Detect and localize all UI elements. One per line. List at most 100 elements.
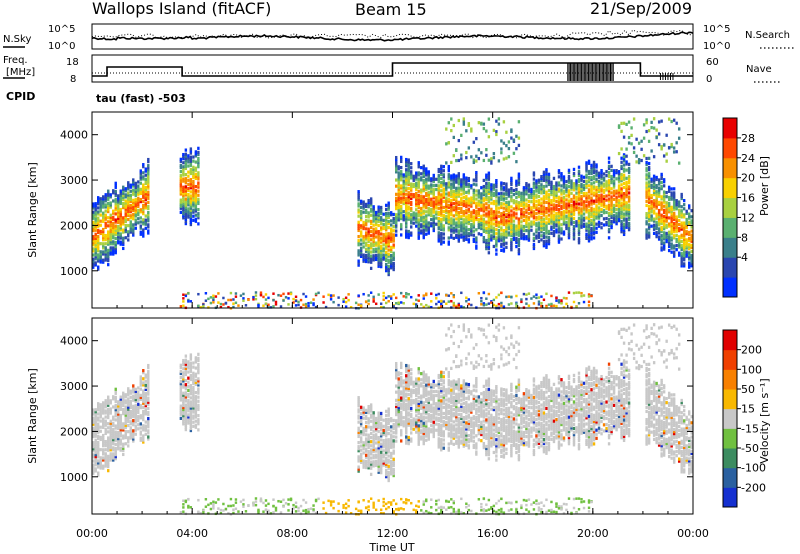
- power-cell: [530, 222, 533, 226]
- power-cell: [445, 200, 448, 204]
- power-cell: [197, 181, 200, 185]
- power-cell: [495, 205, 498, 209]
- power-cell: [367, 247, 370, 252]
- power-cell: [610, 187, 613, 191]
- power-cell: [420, 200, 423, 204]
- power-cell: [675, 248, 678, 252]
- velocity-cell: [129, 416, 132, 420]
- velocity-cell: [132, 421, 135, 425]
- velocity-cell: [94, 434, 97, 438]
- power-cell: [134, 185, 137, 190]
- power-cell: [532, 181, 536, 185]
- power-cell: [124, 230, 127, 234]
- power-cell: [607, 217, 611, 222]
- power-cell: [437, 227, 440, 231]
- power-cell: [440, 201, 443, 205]
- power-cell: [450, 217, 453, 221]
- power-cell: [372, 297, 375, 301]
- power-cell: [407, 229, 410, 234]
- power-cell: [127, 211, 130, 216]
- velocity-cell: [189, 402, 193, 406]
- power-cell: [450, 213, 453, 217]
- power-cell: [675, 217, 678, 221]
- power-cell: [490, 191, 493, 195]
- power-cell: [384, 262, 388, 267]
- power-cell: [572, 186, 576, 190]
- power-cell: [99, 254, 102, 258]
- velocity-cell: [114, 387, 117, 391]
- power-cell: [182, 204, 185, 208]
- power-cell: [535, 183, 538, 187]
- velocity-cell: [117, 406, 120, 410]
- power-cell: [552, 221, 556, 225]
- power-cell: [405, 215, 408, 219]
- velocity-cell: [147, 392, 150, 396]
- power-cell: [642, 123, 646, 127]
- power-cell: [487, 245, 491, 249]
- power-cell: [447, 213, 450, 218]
- power-cell: [144, 202, 147, 206]
- power-cell: [610, 199, 613, 203]
- power-cell: [580, 203, 583, 207]
- power-cell: [377, 230, 380, 234]
- power-cell: [507, 212, 511, 217]
- velocity-cell: [117, 430, 120, 435]
- velocity-cell: [189, 365, 193, 369]
- power-cell: [647, 219, 651, 223]
- power-cell: [497, 293, 501, 297]
- power-cell: [372, 211, 375, 215]
- power-cell: [687, 204, 691, 208]
- power-cell: [97, 249, 100, 253]
- power-cell: [487, 218, 491, 222]
- power-cell: [107, 230, 110, 234]
- power-cell: [557, 199, 561, 203]
- beam-title: Beam 15: [355, 0, 427, 19]
- power-cell: [645, 214, 648, 218]
- velocity-cell: [114, 410, 117, 414]
- power-cell: [442, 189, 445, 193]
- power-cell: [117, 208, 120, 212]
- power-cell: [452, 195, 455, 200]
- power-cell: [550, 215, 553, 219]
- power-cell: [432, 194, 435, 198]
- power-cell: [495, 195, 498, 199]
- power-cell: [587, 214, 591, 218]
- power-cell: [567, 168, 571, 172]
- power-cell: [427, 184, 430, 188]
- power-cell: [144, 191, 147, 196]
- power-cell: [512, 215, 516, 219]
- power-cell: [432, 216, 435, 220]
- power-cell: [517, 237, 521, 242]
- velocity-cell: [124, 423, 127, 427]
- velocity-cell: [119, 424, 122, 428]
- power-cell: [187, 203, 190, 207]
- power-cell: [502, 305, 506, 308]
- power-cell: [184, 166, 188, 171]
- power-cell: [527, 222, 531, 226]
- velocity-cell: [99, 429, 102, 433]
- power-cell: [562, 218, 566, 222]
- power-cell: [575, 220, 578, 224]
- power-cell: [685, 252, 688, 256]
- power-cell: [677, 208, 681, 212]
- power-cell: [475, 244, 478, 248]
- power-cell: [580, 213, 583, 217]
- power-cell: [362, 235, 365, 239]
- power-cell: [602, 211, 606, 215]
- velocity-cell: [102, 450, 105, 454]
- power-cell: [460, 153, 463, 157]
- power-cell: [590, 218, 593, 223]
- power-cell: [625, 195, 628, 199]
- power-cell: [400, 172, 403, 176]
- power-cell: [495, 213, 498, 217]
- power-cell: [475, 197, 478, 201]
- power-cell: [415, 224, 418, 228]
- power-cell: [342, 297, 345, 301]
- velocity-cell: [109, 425, 112, 429]
- power-cell: [485, 129, 488, 133]
- power-cell: [547, 240, 551, 244]
- power-cell: [645, 183, 648, 187]
- velocity-cell: [122, 391, 125, 395]
- power-cell: [567, 223, 571, 228]
- power-cell: [547, 172, 551, 176]
